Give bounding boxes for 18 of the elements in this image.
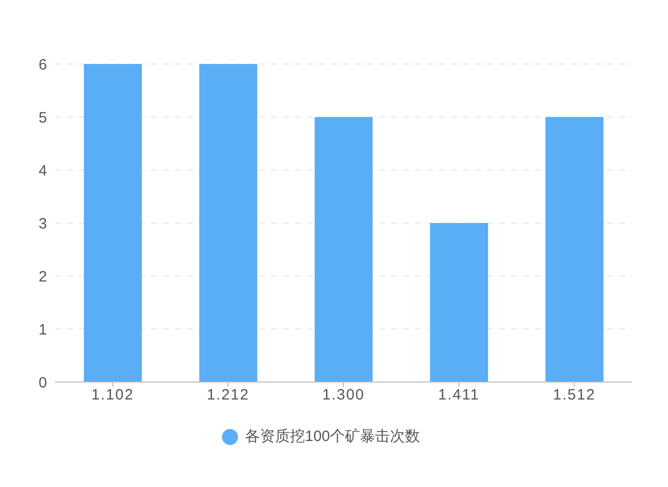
x-tick-label: 1.212 <box>206 386 250 404</box>
bar <box>84 64 142 382</box>
y-tick-label: 5 <box>38 109 47 126</box>
x-tick-label: 1.300 <box>322 386 365 404</box>
y-tick-label: 2 <box>38 268 47 286</box>
bar <box>430 223 488 382</box>
x-tick-label: 1.411 <box>438 386 480 404</box>
y-tick-label: 1 <box>38 321 47 338</box>
bar <box>314 117 373 382</box>
y-tick-label: 3 <box>38 215 47 232</box>
bar <box>199 64 258 382</box>
legend-label: 各资质挖100个矿暴击次数 <box>244 427 420 446</box>
x-tick-label: 1.512 <box>553 386 596 404</box>
y-tick-label: 6 <box>38 56 47 74</box>
x-tick-label: 1.102 <box>91 386 134 404</box>
bar <box>545 117 604 382</box>
y-tick-label: 0 <box>38 374 47 392</box>
y-tick-label: 4 <box>38 162 47 180</box>
